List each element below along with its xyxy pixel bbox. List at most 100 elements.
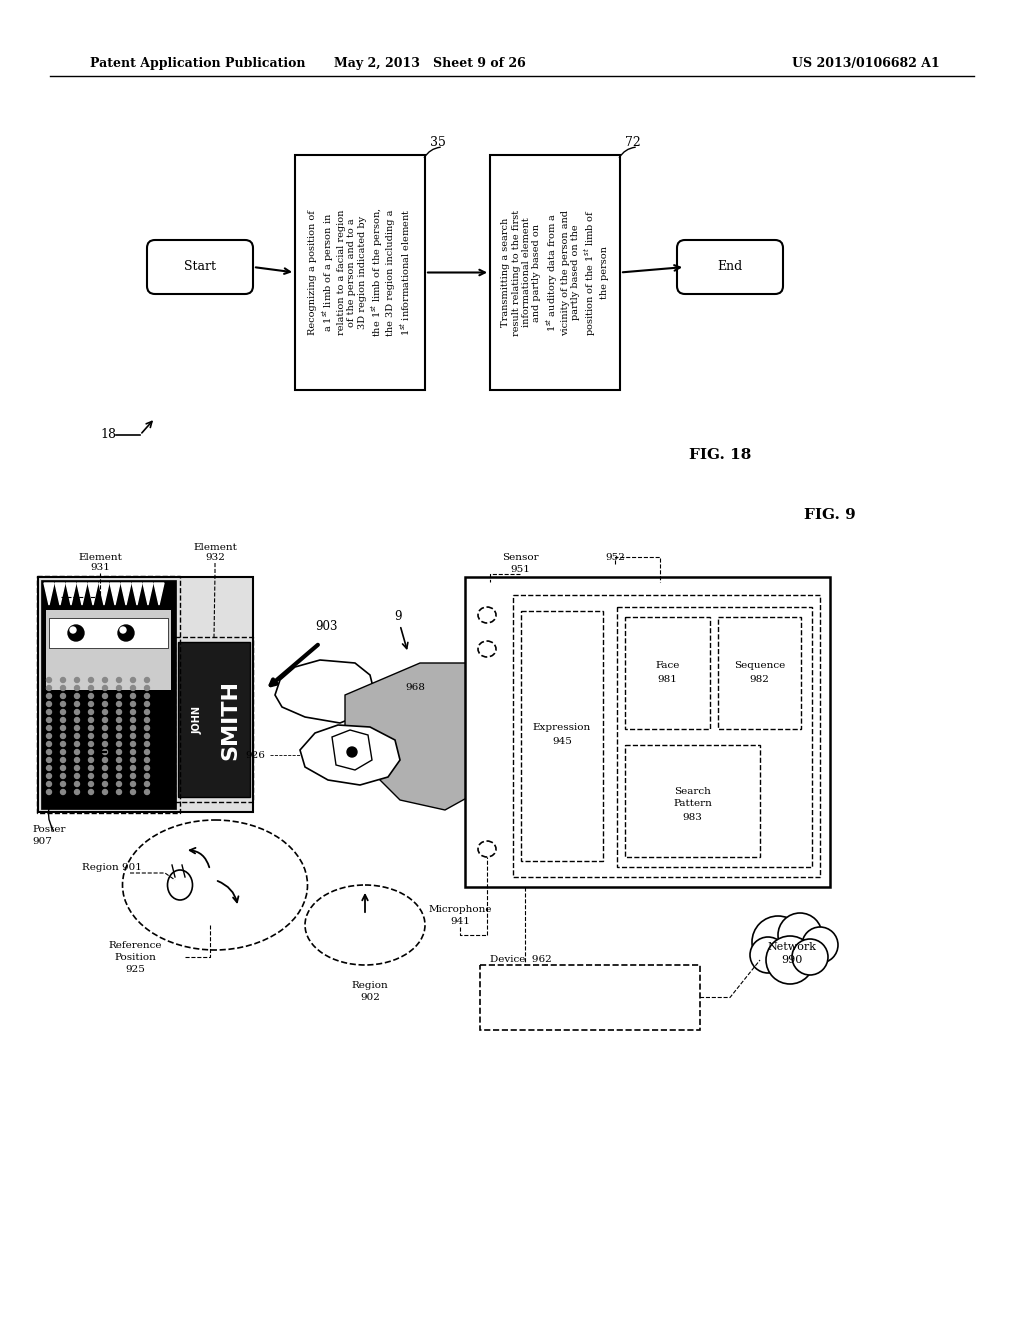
Circle shape [752,916,804,968]
FancyBboxPatch shape [677,240,783,294]
Circle shape [75,710,80,714]
Text: FIG. 18: FIG. 18 [689,447,752,462]
Circle shape [778,913,822,957]
Circle shape [144,789,150,795]
Text: Poster: Poster [32,825,66,834]
Circle shape [46,750,51,755]
Circle shape [88,781,93,787]
Circle shape [46,789,51,795]
Text: 945: 945 [552,737,572,746]
FancyBboxPatch shape [38,577,253,812]
Circle shape [130,766,135,771]
Circle shape [102,693,108,698]
Circle shape [60,718,66,722]
FancyBboxPatch shape [49,618,168,648]
Text: Microphone: Microphone [428,906,492,915]
Circle shape [75,774,80,779]
FancyBboxPatch shape [480,965,700,1030]
Text: FIG. 9: FIG. 9 [804,508,856,521]
Circle shape [102,718,108,722]
FancyBboxPatch shape [46,610,171,690]
FancyBboxPatch shape [147,240,253,294]
Circle shape [130,710,135,714]
Circle shape [102,789,108,795]
Text: 72: 72 [625,136,641,149]
Polygon shape [345,663,500,810]
Text: Recognizing a position of
a 1$^{st}$ limb of a person in
relation to a facial re: Recognizing a position of a 1$^{st}$ lim… [308,207,412,337]
Text: 926: 926 [245,751,265,759]
Text: Region 901: Region 901 [82,862,142,871]
Polygon shape [300,725,400,785]
Text: Element: Element [78,553,122,561]
Circle shape [117,693,122,698]
Circle shape [75,758,80,763]
Circle shape [144,685,150,690]
Text: 18: 18 [100,429,116,441]
Circle shape [60,781,66,787]
Polygon shape [44,583,54,605]
Circle shape [144,781,150,787]
Circle shape [102,781,108,787]
Circle shape [117,766,122,771]
Circle shape [46,718,51,722]
Circle shape [144,766,150,771]
Circle shape [60,766,66,771]
Text: 968: 968 [406,682,425,692]
Circle shape [802,927,838,964]
Circle shape [144,726,150,730]
Circle shape [75,701,80,706]
Circle shape [88,710,93,714]
Circle shape [88,693,93,698]
Circle shape [130,789,135,795]
Circle shape [46,677,51,682]
Text: Region: Region [351,981,388,990]
Circle shape [792,939,828,975]
Circle shape [117,742,122,747]
Circle shape [117,774,122,779]
Circle shape [75,781,80,787]
Polygon shape [143,583,153,605]
Circle shape [144,742,150,747]
Text: 990: 990 [781,954,803,965]
Text: Position: Position [114,953,156,961]
FancyBboxPatch shape [513,595,820,876]
Circle shape [102,758,108,763]
Circle shape [130,677,135,682]
Text: SMITH: SMITH [220,680,240,759]
Circle shape [130,781,135,787]
Circle shape [75,718,80,722]
Circle shape [46,742,51,747]
Circle shape [75,742,80,747]
Text: Start: Start [184,260,216,273]
Circle shape [118,624,134,642]
Text: 952: 952 [605,553,625,562]
Circle shape [88,701,93,706]
Circle shape [88,789,93,795]
Circle shape [75,677,80,682]
Circle shape [117,677,122,682]
Circle shape [130,758,135,763]
Text: 925: 925 [125,965,145,974]
Circle shape [130,726,135,730]
Text: 983: 983 [683,813,702,821]
Circle shape [144,734,150,738]
Circle shape [60,750,66,755]
Circle shape [88,726,93,730]
Circle shape [102,677,108,682]
Circle shape [88,766,93,771]
Circle shape [70,627,76,634]
Circle shape [46,726,51,730]
Text: US 2013/0106682 A1: US 2013/0106682 A1 [793,57,940,70]
Text: 35: 35 [430,136,445,149]
Text: 903: 903 [314,620,337,634]
Circle shape [88,742,93,747]
Circle shape [88,677,93,682]
Circle shape [46,685,51,690]
Circle shape [102,766,108,771]
Circle shape [88,718,93,722]
Circle shape [60,758,66,763]
Circle shape [75,750,80,755]
Circle shape [144,701,150,706]
Text: 981: 981 [657,675,678,684]
Text: Patent Application Publication: Patent Application Publication [90,57,305,70]
